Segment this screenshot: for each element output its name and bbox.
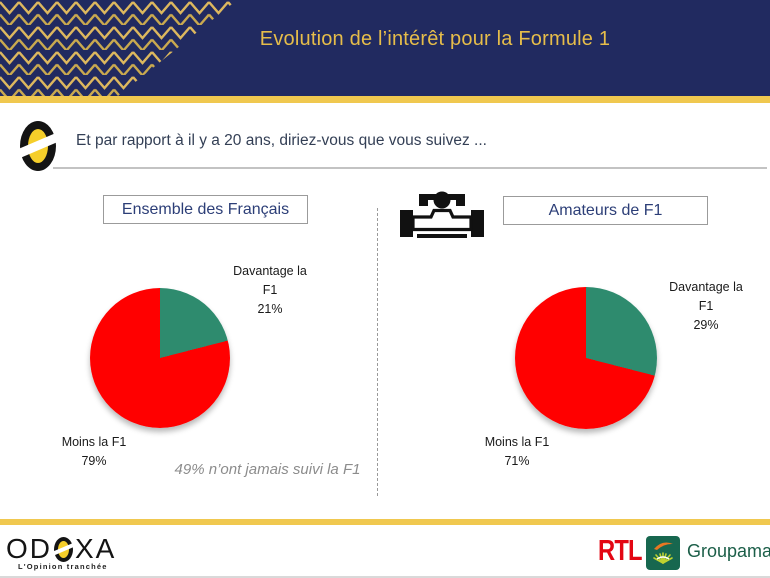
- odoxa-tagline: L'Opinion tranchée: [18, 562, 108, 571]
- odoxa-logo: OD XA: [6, 533, 116, 565]
- value-moins-ensemble: 79%: [81, 454, 107, 468]
- pie-chart-ensemble: [90, 288, 230, 428]
- chevron-pattern-decoration: [0, 0, 237, 96]
- odoxa-o-icon: [9, 119, 67, 173]
- yellow-divider-top: [0, 96, 770, 103]
- label-moins-ensemble: Moins la F1 79%: [52, 433, 136, 471]
- group-label-ensemble: Ensemble des Français: [121, 200, 290, 218]
- odoxa-symbol-icon: [53, 536, 74, 563]
- question-underline: [53, 167, 767, 169]
- f1-car-icon: [400, 191, 484, 238]
- odoxa-wordmark-left: OD: [6, 533, 52, 564]
- annotation-jamais-suivi: 49% n’ont jamais suivi la F1: [174, 461, 361, 478]
- value-davantage-amateurs: 29%: [693, 318, 719, 332]
- group-box-amateurs: Amateurs de F1: [503, 196, 708, 225]
- group-label-amateurs: Amateurs de F1: [548, 201, 663, 219]
- question-text: Et par rapport à il y a 20 ans, diriez-v…: [76, 132, 487, 149]
- odoxa-wordmark-right: XA: [75, 533, 117, 564]
- value-davantage-ensemble: 21%: [257, 302, 283, 316]
- header-banner: Evolution de l’intérêt pour la Formule 1: [0, 0, 770, 96]
- group-box-ensemble: Ensemble des Français: [103, 195, 308, 224]
- groupama-wordmark: Groupama: [687, 541, 770, 561]
- value-moins-amateurs: 71%: [504, 454, 530, 468]
- page-title: Evolution de l’intérêt pour la Formule 1: [259, 28, 611, 50]
- label-davantage-amateurs: Davantage la F1 29%: [658, 278, 754, 335]
- pie-chart-amateurs: [515, 287, 657, 429]
- label-davantage-ensemble: Davantage la F1 21%: [222, 262, 318, 319]
- groupama-icon: [646, 536, 680, 570]
- label-moins-amateurs: Moins la F1 71%: [475, 433, 559, 471]
- yellow-divider-bottom: [0, 519, 770, 525]
- dashed-divider: [377, 208, 378, 496]
- rtl-logo: RTL: [598, 535, 643, 567]
